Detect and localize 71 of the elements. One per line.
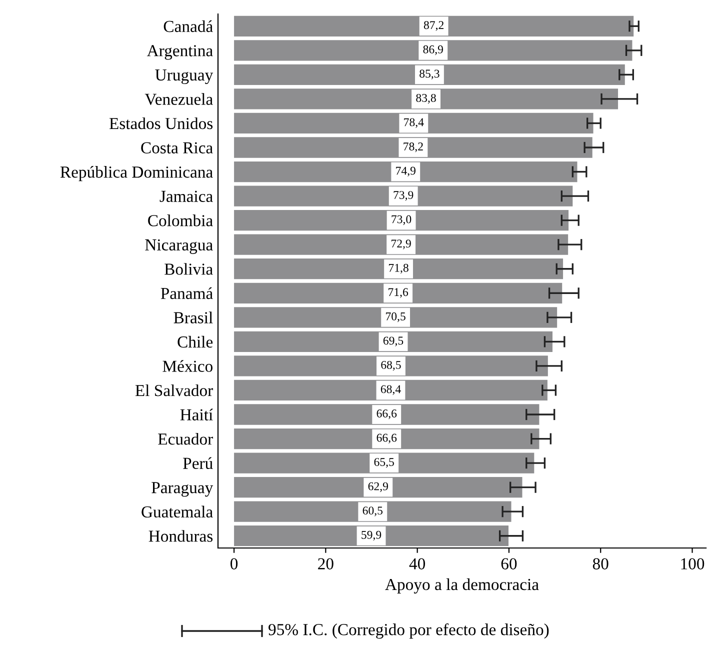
bar: [234, 477, 522, 498]
y-tick-label: Colombia: [148, 214, 213, 226]
bar: [234, 404, 540, 425]
y-tick-label: Canadá: [164, 20, 213, 32]
data-label: 87,2: [424, 21, 444, 31]
data-label: 71,8: [388, 264, 408, 274]
data-label: 83,8: [416, 94, 436, 104]
x-tick-label: 100: [681, 558, 704, 570]
bar: [234, 64, 625, 85]
y-tick-label: Uruguay: [155, 70, 214, 84]
data-label: 72,9: [392, 240, 411, 250]
bar: [234, 258, 564, 280]
data-label: 66,6: [376, 410, 397, 420]
bar: [234, 234, 568, 255]
data-label: 70,5: [386, 312, 406, 322]
x-tick-label: 20: [318, 558, 334, 570]
bar: [234, 112, 594, 134]
bar: [234, 380, 548, 401]
y-tick-label: Costa Rica: [141, 142, 213, 154]
x-tick-label: 0: [230, 558, 238, 570]
x-axis-title: Apoyo a la democracia: [385, 578, 539, 594]
bar: [234, 40, 632, 61]
bar: [234, 210, 569, 231]
y-tick-label: Haití: [180, 408, 213, 420]
x-tick-label: 80: [592, 558, 608, 570]
data-label: 85,3: [420, 70, 440, 80]
y-tick-label: Chile: [178, 336, 213, 348]
y-tick-label: Nicaragua: [145, 239, 213, 254]
y-tick-label: Bolivia: [164, 263, 213, 275]
data-label: 60,5: [362, 506, 383, 516]
bar: [234, 526, 509, 546]
data-label: 71,6: [388, 288, 408, 298]
data-label: 59,9: [362, 530, 382, 541]
y-tick-label: Panamá: [160, 287, 213, 300]
data-label: 62,9: [368, 482, 388, 492]
bar: [234, 88, 618, 110]
data-label: 78,4: [404, 118, 424, 128]
bar: [234, 186, 573, 206]
data-label: 73,0: [392, 215, 412, 225]
data-label: 86,9: [423, 45, 443, 56]
bar: [234, 501, 512, 522]
data-label: 73,9: [394, 191, 414, 201]
bar: [234, 16, 634, 36]
bar: [234, 137, 592, 158]
y-tick-label: México: [162, 360, 212, 372]
data-label: 65,5: [374, 458, 394, 468]
data-label: 78,2: [404, 142, 423, 152]
data-label: 68,4: [380, 385, 401, 395]
y-tick-label: Brasil: [174, 312, 213, 324]
y-tick-label: Paraguay: [152, 482, 214, 497]
data-label: 74,9: [396, 166, 416, 176]
bar: [234, 307, 558, 328]
y-tick-label: República Dominicana: [60, 166, 213, 182]
y-tick-label: Honduras: [148, 530, 213, 542]
y-tick-label: Argentina: [146, 45, 213, 60]
data-label: 66,6: [376, 434, 397, 444]
bar: [234, 331, 552, 352]
text: 95% I.C. (Corregido por efecto de diseño): [268, 623, 549, 639]
bar: [234, 452, 534, 474]
y-tick-label: Ecuador: [158, 432, 213, 445]
x-tick-label: 40: [409, 558, 426, 570]
y-tick-label: Estados Unidos: [109, 117, 213, 130]
y-tick-label: Venezuela: [144, 93, 213, 105]
x-tick-label: 60: [501, 558, 517, 570]
y-tick-label: El Salvador: [135, 384, 213, 396]
y-tick-label: Perú: [183, 457, 213, 469]
y-tick-label: Jamaica: [160, 190, 213, 202]
bar: [234, 428, 540, 450]
data-label: 68,5: [381, 360, 401, 371]
y-tick-label: Guatemala: [142, 506, 213, 518]
data-label: 69,5: [383, 336, 404, 346]
